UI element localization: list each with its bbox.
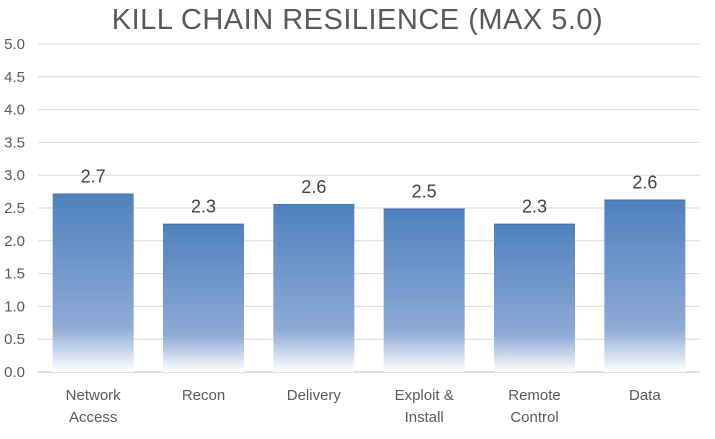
y-tick-label: 4.0 (4, 102, 25, 119)
y-tick-label: 3.0 (4, 167, 25, 184)
bar (273, 204, 355, 372)
data-label: 2.3 (522, 197, 547, 217)
x-tick-label: Recon (182, 387, 225, 404)
bars (52, 193, 686, 372)
data-label: 2.7 (81, 167, 106, 187)
chart-title: KILL CHAIN RESILIENCE (MAX 5.0) (111, 4, 604, 36)
y-tick-label: 3.5 (4, 134, 25, 151)
y-axis-ticks: 0.0 0.5 1.0 1.5 2.0 2.5 3.0 3.5 4.0 4.5 5.0 (4, 36, 25, 381)
gridlines (38, 43, 700, 373)
x-tick-label: Exploit & (395, 387, 454, 404)
x-tick-label: Remote (508, 387, 561, 404)
x-tick-label: Data (629, 387, 661, 404)
x-tick-label: Access (69, 409, 117, 426)
y-tick-label: 0.5 (4, 331, 25, 348)
y-tick-label: 1.0 (4, 298, 25, 315)
bar (604, 199, 686, 372)
bar (163, 223, 244, 372)
data-label: 2.3 (191, 197, 216, 217)
y-tick-label: 5.0 (4, 36, 25, 53)
x-tick-label: Delivery (287, 387, 342, 404)
bar (383, 208, 465, 372)
data-label: 2.6 (632, 172, 657, 192)
data-labels: 2.7 2.3 2.6 2.5 2.3 2.6 (81, 167, 658, 217)
x-tick-label: Network (66, 387, 122, 404)
bar (494, 223, 575, 372)
y-tick-label: 0.0 (4, 364, 25, 381)
bar (52, 193, 134, 372)
x-tick-label: Control (510, 409, 558, 426)
y-tick-label: 2.5 (4, 200, 25, 217)
y-tick-label: 1.5 (4, 266, 25, 283)
data-label: 2.6 (301, 177, 326, 197)
x-axis-labels: Network Access Recon Delivery Exploit & Insta… (66, 387, 662, 426)
y-tick-label: 4.5 (4, 69, 25, 86)
x-tick-label: Install (405, 409, 444, 426)
data-label: 2.5 (412, 182, 437, 202)
y-tick-label: 2.0 (4, 233, 25, 250)
